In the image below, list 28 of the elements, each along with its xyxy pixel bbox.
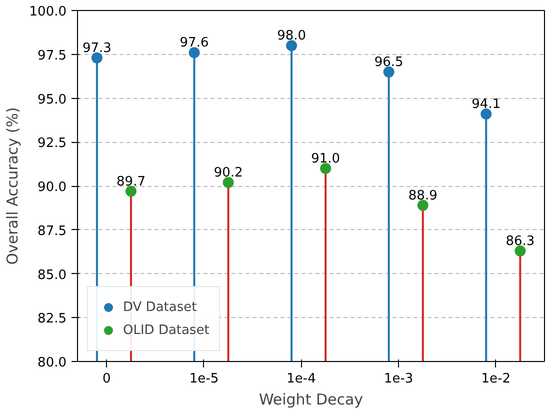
x-axis-title: Weight Decay — [258, 390, 364, 408]
y-tick-label: 85.0 — [38, 268, 67, 283]
y-tick-label: 95.0 — [38, 92, 67, 108]
data-label: 86.3 — [506, 234, 535, 249]
data-label: 97.6 — [180, 36, 209, 51]
x-tick-label: 1e-3 — [384, 372, 414, 386]
data-label: 97.3 — [82, 40, 112, 56]
legend-label: OLID Dataset — [123, 322, 210, 338]
data-label: 94.1 — [472, 97, 501, 112]
x-tick-label: 1e-4 — [286, 372, 316, 386]
data-label: 90.2 — [214, 165, 243, 180]
data-label: 96.5 — [374, 54, 404, 70]
data-label: 98.0 — [277, 28, 306, 44]
y-tick-label: 82.5 — [38, 312, 67, 327]
y-tick-label: 80.0 — [38, 356, 67, 370]
y-tick-label: 100.0 — [29, 4, 66, 20]
y-tick-label: 97.5 — [38, 48, 67, 64]
data-label: 88.9 — [408, 188, 438, 204]
x-tick-label: 0 — [102, 372, 111, 386]
y-tick-label: 90.0 — [38, 180, 67, 195]
x-tick-label: 1e-5 — [189, 372, 219, 386]
y-tick-label: 87.5 — [38, 224, 67, 239]
data-label: 91.0 — [311, 151, 340, 166]
y-axis-title: Overall Accuracy (%) — [3, 107, 22, 265]
y-tick-label: 92.5 — [38, 136, 67, 152]
legend-label: DV Dataset — [123, 300, 197, 314]
data-label: 89.7 — [116, 174, 146, 190]
x-tick-label: 1e-2 — [481, 372, 510, 386]
